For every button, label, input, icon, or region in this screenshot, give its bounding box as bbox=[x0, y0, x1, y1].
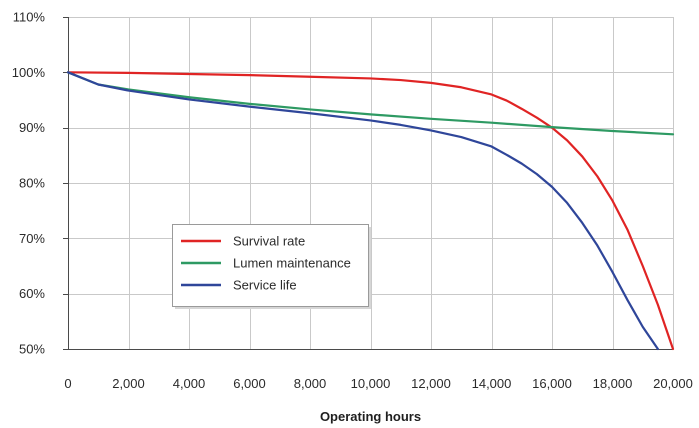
x-tick-label: 2,000 bbox=[112, 376, 145, 391]
legend-label: Service life bbox=[233, 278, 297, 293]
legend: Survival rate Lumen maintenance Service li… bbox=[172, 224, 371, 309]
series-lines bbox=[66, 71, 675, 351]
y-tick-label: 50% bbox=[19, 342, 45, 357]
x-tick-label: 20,000 bbox=[653, 376, 693, 391]
x-tick-label: 4,000 bbox=[173, 376, 206, 391]
y-tick-label: 70% bbox=[19, 231, 45, 246]
x-tick-label: 10,000 bbox=[351, 376, 391, 391]
legend-label: Lumen maintenance bbox=[233, 256, 351, 271]
x-axis-title: Operating hours bbox=[320, 409, 421, 424]
tick-labels: 50% 60% 70% 80% 90% 100% 110% 0 2,000 4,000 6,000 8… bbox=[12, 10, 693, 392]
x-tick-label: 6,000 bbox=[233, 376, 266, 391]
y-tick-label: 90% bbox=[19, 120, 45, 135]
legend-label: Survival rate bbox=[233, 234, 305, 249]
x-tick-label: 12,000 bbox=[411, 376, 451, 391]
series-line-service-life bbox=[66, 71, 659, 351]
y-tick-label: 110% bbox=[13, 10, 46, 25]
x-tick-label: 16,000 bbox=[532, 376, 572, 391]
series-line-survival-rate bbox=[66, 71, 675, 351]
y-tick-label: 100% bbox=[12, 65, 46, 80]
x-tick-label: 18,000 bbox=[593, 376, 633, 391]
y-tick-label: 80% bbox=[19, 176, 45, 191]
x-tick-label: 14,000 bbox=[472, 376, 512, 391]
y-tick-label: 60% bbox=[19, 286, 45, 301]
x-tick-label: 8,000 bbox=[294, 376, 327, 391]
x-tick-label: 0 bbox=[64, 376, 71, 391]
series-line-lumen-maintenance bbox=[66, 71, 675, 136]
legend-box bbox=[172, 224, 369, 307]
